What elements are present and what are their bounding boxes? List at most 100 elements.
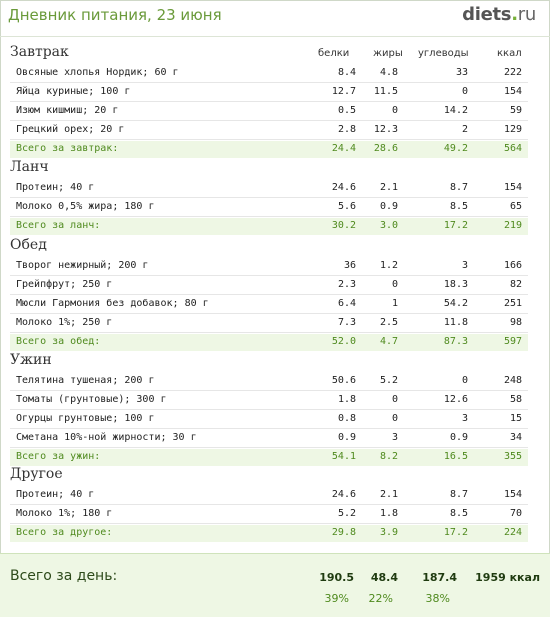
total-label: Всего за другое: [16,527,113,538]
kcal-value: 355 [503,451,522,462]
meal-title: Ужин [10,352,52,368]
kcal-value: 65 [509,201,522,212]
protein-value: 24.6 [331,182,356,193]
meal-title: Завтрак [10,44,69,60]
food-row[interactable]: Молоко 1%; 180 г 5.2 1.8 8.5 70 [10,506,528,524]
meal-total-row: Всего за ланч: 30.2 3.0 17.2 219 [10,218,528,235]
fat-value: 3.9 [379,527,398,538]
food-row[interactable]: Яйца куриные; 100 г 12.7 11.5 0 154 [10,84,528,102]
kcal-value: 222 [503,67,522,78]
food-name: Грейпфрут; 250 г [16,279,113,290]
logo-text: diets [462,4,512,25]
protein-value: 24.6 [331,489,356,500]
total-label: Всего за завтрак: [16,143,119,154]
kcal-value: 34 [509,432,522,443]
food-row[interactable]: Сметана 10%-ной жирности; 30 г 0.9 3 0.9 34 [10,430,528,448]
day-pct-fat: 22% [368,592,393,605]
carbs-value: 0 [461,86,468,97]
fat-value: 2.1 [379,489,398,500]
food-name: Грецкий орех; 20 г [16,124,125,135]
food-row[interactable]: Огурцы грунтовые; 100 г 0.8 0 3 15 [10,411,528,429]
food-row[interactable]: Молоко 0,5% жира; 180 г 5.6 0.9 8.5 65 [10,199,528,217]
meal-title: Ланч [10,159,49,175]
carbs-value: 33 [455,67,468,78]
column-header-protein: белки [318,48,350,59]
logo-dot: . [511,4,518,25]
food-name: Молоко 1%; 180 г [16,508,113,519]
day-total-kcal: 1959 ккал [475,571,540,584]
kcal-value: 564 [503,143,522,154]
meal-total-row: Всего за другое: 29.8 3.9 17.2 224 [10,525,528,542]
food-name: Изюм кишмиш; 20 г [16,105,119,116]
food-row[interactable]: Протеин; 40 г 24.6 2.1 8.7 154 [10,180,528,198]
food-row[interactable]: Овсяные хлопья Нордик; 60 г 8.4 4.8 33 222 [10,65,528,83]
food-row[interactable]: Творог нежирный; 200 г 36 1.2 3 166 [10,258,528,276]
carbs-value: 17.2 [443,527,468,538]
protein-value: 5.2 [337,508,356,519]
carbs-value: 3 [461,413,468,424]
fat-value: 4.7 [379,336,398,347]
food-row[interactable]: Молоко 1%; 250 г 7.3 2.5 11.8 98 [10,315,528,333]
protein-value: 8.4 [337,67,356,78]
food-name: Молоко 0,5% жира; 180 г [16,201,155,212]
protein-value: 0.9 [337,432,356,443]
food-name: Сметана 10%-ной жирности; 30 г [16,432,197,443]
carbs-value: 3 [461,260,468,271]
food-row[interactable]: Телятина тушеная; 200 г 50.6 5.2 0 248 [10,373,528,391]
food-name: Молоко 1%; 250 г [16,317,113,328]
day-total-carbs: 187.4 [422,571,457,584]
kcal-value: 70 [509,508,522,519]
kcal-value: 15 [509,413,522,424]
meal-total-row: Всего за обед: 52.0 4.7 87.3 597 [10,334,528,351]
food-name: Протеин; 40 г [16,182,95,193]
column-header-fat: жиры [373,48,403,59]
kcal-value: 129 [503,124,522,135]
day-pct-protein: 39% [324,592,349,605]
carbs-value: 87.3 [443,336,468,347]
fat-value: 11.5 [373,86,398,97]
total-label: Всего за ланч: [16,220,101,231]
food-row[interactable]: Изюм кишмиш; 20 г 0.5 0 14.2 59 [10,103,528,121]
kcal-value: 248 [503,375,522,386]
day-total-label: Всего за день: [10,568,118,584]
protein-value: 54.1 [331,451,356,462]
meal-title: Обед [10,237,47,253]
fat-value: 1.2 [379,260,398,271]
carbs-value: 49.2 [443,143,468,154]
fat-value: 2.1 [379,182,398,193]
protein-value: 36 [343,260,356,271]
carbs-value: 12.6 [443,394,468,405]
fat-value: 1 [391,298,398,309]
protein-value: 52.0 [331,336,356,347]
protein-value: 2.8 [337,124,356,135]
food-name: Овсяные хлопья Нордик; 60 г [16,67,179,78]
site-logo[interactable]: diets.ru [462,4,536,25]
fat-value: 5.2 [379,375,398,386]
food-row[interactable]: Грецкий орех; 20 г 2.8 12.3 2 129 [10,122,528,140]
fat-value: 1.8 [379,508,398,519]
protein-value: 2.3 [337,279,356,290]
food-name: Протеин; 40 г [16,489,95,500]
food-row[interactable]: Томаты (грунтовые); 300 г 1.8 0 12.6 58 [10,392,528,410]
food-name: Творог нежирный; 200 г [16,260,149,271]
carbs-value: 14.2 [443,105,468,116]
fat-value: 0 [391,413,398,424]
kcal-value: 59 [509,105,522,116]
protein-value: 12.7 [331,86,356,97]
carbs-value: 8.7 [449,489,468,500]
total-label: Всего за обед: [16,336,101,347]
carbs-value: 8.5 [449,508,468,519]
food-name: Мюсли Гармония без добавок; 80 г [16,298,209,309]
carbs-value: 0.9 [449,432,468,443]
protein-value: 29.8 [331,527,356,538]
fat-value: 0 [391,105,398,116]
protein-value: 7.3 [337,317,356,328]
fat-value: 3.0 [379,220,398,231]
protein-value: 24.4 [331,143,356,154]
food-row[interactable]: Протеин; 40 г 24.6 2.1 8.7 154 [10,487,528,505]
food-row[interactable]: Мюсли Гармония без добавок; 80 г 6.4 1 54.2… [10,296,528,314]
kcal-value: 597 [503,336,522,347]
food-row[interactable]: Грейпфрут; 250 г 2.3 0 18.3 82 [10,277,528,295]
header: Дневник питания, 23 июня diets.ru [0,0,550,37]
protein-value: 0.5 [337,105,356,116]
